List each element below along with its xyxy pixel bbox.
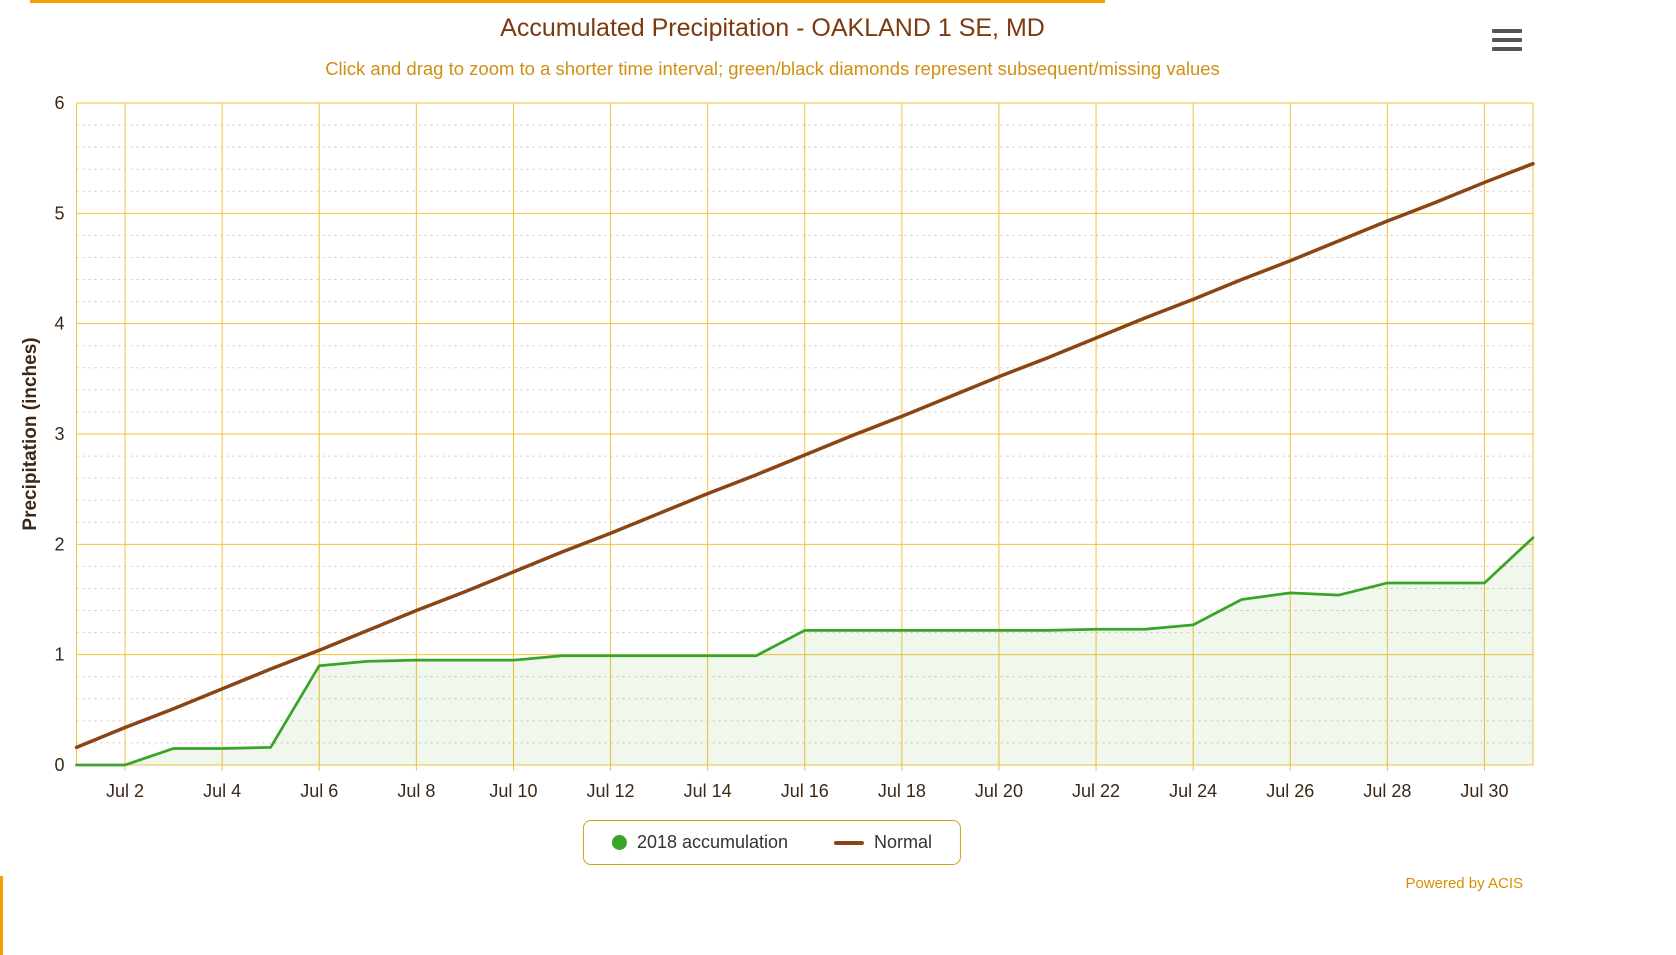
svg-text:2: 2 bbox=[54, 534, 64, 554]
accumulation-area bbox=[76, 537, 1533, 765]
svg-text:Jul 30: Jul 30 bbox=[1460, 781, 1508, 801]
svg-text:Jul 26: Jul 26 bbox=[1266, 781, 1314, 801]
svg-text:3: 3 bbox=[54, 424, 64, 444]
chart-context-menu-button[interactable] bbox=[1492, 29, 1525, 51]
legend-item-normal[interactable]: Normal bbox=[834, 832, 932, 853]
major-gridlines bbox=[76, 102, 1534, 771]
hamburger-icon bbox=[1492, 29, 1522, 33]
left-accent-bar bbox=[0, 876, 3, 955]
hamburger-icon bbox=[1492, 38, 1522, 42]
chart-subtitle: Click and drag to zoom to a shorter time… bbox=[325, 58, 1220, 79]
legend: 2018 accumulation Normal bbox=[582, 820, 962, 865]
svg-text:Jul 28: Jul 28 bbox=[1363, 781, 1411, 801]
svg-text:Jul 4: Jul 4 bbox=[203, 781, 241, 801]
normal-line[interactable] bbox=[74, 161, 1535, 750]
svg-text:Jul 6: Jul 6 bbox=[300, 781, 338, 801]
y-axis-labels: 0 1 2 3 4 5 6 bbox=[54, 93, 64, 775]
svg-text:5: 5 bbox=[54, 203, 64, 223]
svg-text:Jul 14: Jul 14 bbox=[684, 781, 732, 801]
legend-item-accumulation[interactable]: 2018 accumulation bbox=[611, 832, 789, 853]
svg-text:0: 0 bbox=[54, 755, 64, 775]
accumulation-series-marker bbox=[611, 835, 627, 850]
powered-by-acis-link[interactable]: Powered by ACIS bbox=[1405, 875, 1523, 892]
normal-series-marker bbox=[834, 840, 865, 845]
svg-text:Jul 12: Jul 12 bbox=[587, 781, 635, 801]
svg-text:Jul 20: Jul 20 bbox=[975, 781, 1023, 801]
svg-text:Jul 8: Jul 8 bbox=[397, 781, 435, 801]
svg-text:1: 1 bbox=[54, 645, 64, 665]
hamburger-icon bbox=[1492, 47, 1522, 51]
svg-text:Jul 24: Jul 24 bbox=[1169, 781, 1217, 801]
accumulation-line[interactable] bbox=[75, 536, 1535, 767]
svg-text:Jul 18: Jul 18 bbox=[878, 781, 926, 801]
chart-title: Accumulated Precipitation - OAKLAND 1 SE… bbox=[500, 14, 1045, 42]
x-axis-labels: Jul 2 Jul 4 Jul 6 Jul 8 Jul 10 Jul 12 Jul 14 Ju… bbox=[106, 781, 1508, 801]
legend-label-accumulation: 2018 accumulation bbox=[636, 832, 789, 852]
svg-text:Jul 10: Jul 10 bbox=[489, 781, 537, 801]
legend-label-normal: Normal bbox=[874, 832, 933, 852]
top-accent-bar bbox=[30, 0, 1105, 3]
svg-text:Jul 2: Jul 2 bbox=[106, 781, 144, 801]
svg-text:Jul 16: Jul 16 bbox=[781, 781, 829, 801]
svg-text:4: 4 bbox=[54, 314, 64, 334]
svg-text:Jul 22: Jul 22 bbox=[1072, 781, 1120, 801]
svg-text:6: 6 bbox=[54, 93, 64, 113]
